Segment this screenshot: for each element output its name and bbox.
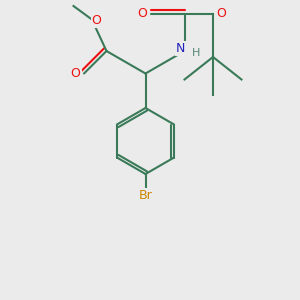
Text: O: O	[137, 7, 147, 20]
Text: H: H	[192, 47, 200, 58]
Text: O: O	[217, 7, 226, 20]
Text: O: O	[92, 14, 101, 27]
Text: O: O	[71, 67, 80, 80]
Text: N: N	[176, 42, 186, 55]
Text: Br: Br	[139, 189, 152, 202]
